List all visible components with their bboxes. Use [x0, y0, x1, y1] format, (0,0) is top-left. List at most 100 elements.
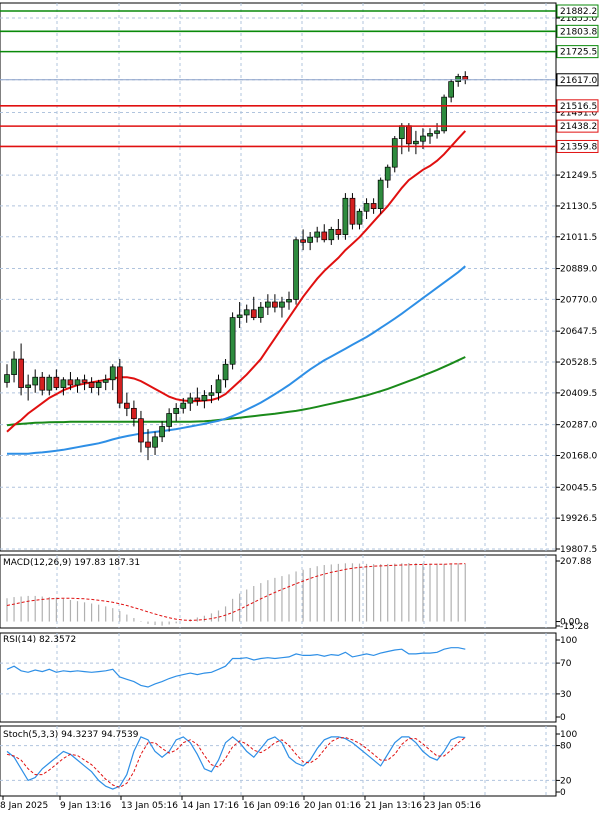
candle-bull [377, 179, 384, 209]
x-tick-label: 14 Jan 17:16 [182, 801, 239, 811]
candle-bear [123, 402, 130, 409]
price-tick-label: 20528.5 [560, 358, 597, 368]
candle-bull [441, 96, 447, 132]
support-level-tag [556, 139, 599, 153]
candle-bear [300, 239, 306, 243]
x-tick-label: 16 Jan 09:16 [243, 801, 300, 811]
candle-bear [272, 301, 278, 308]
candle-bear [194, 397, 201, 401]
macd-pane: 207.88 0.00-15.28 [0, 554, 592, 632]
candle-bull [102, 379, 109, 383]
resistance-level-label: 21803.8 [560, 27, 597, 37]
candle-bull [314, 231, 321, 238]
rsi-tick-label: 30 [560, 690, 572, 700]
candle-bull [25, 384, 31, 388]
support-level-label: 21438.2 [560, 122, 597, 132]
candle-bull [11, 358, 17, 375]
price-tick-label: 21491.0 [560, 108, 597, 118]
price-pane: 21855.0 21617.0 21491.0 21249.5 21130.5 21011… [0, 2, 599, 555]
candle-bull [74, 379, 81, 386]
candle-bear [88, 382, 95, 388]
candle-bull [208, 392, 215, 396]
candle-bear [321, 231, 328, 241]
resistance-level-tag [556, 45, 599, 59]
candle-bull [4, 374, 10, 383]
support-level-label: 21359.8 [560, 142, 597, 152]
candle-bear [18, 358, 24, 388]
macd-tick-label: 0.00 [560, 618, 580, 628]
candle-bull [286, 299, 292, 303]
price-tick-label: 20045.5 [560, 483, 597, 493]
candle-bear [145, 441, 151, 448]
rsi-pane: 100 70 30 0 [0, 632, 577, 723]
rsi-tick-label: 100 [560, 636, 577, 646]
candle-bull [342, 197, 349, 235]
rsi-tick-label: 70 [560, 659, 572, 669]
candle-bull [243, 309, 250, 316]
x-tick-label: 8 Jan 2025 [0, 801, 48, 811]
rsi-line [6, 647, 466, 688]
candle-bear [81, 379, 88, 383]
candle-bull [363, 203, 370, 212]
price-tick-label: 21130.5 [560, 202, 597, 212]
rsi-frame [0, 632, 557, 723]
ma-red-line [6, 130, 467, 433]
candle-bull [265, 301, 271, 308]
candle-bull [328, 229, 335, 241]
price-tick-label: 21249.5 [560, 171, 597, 181]
candle-bull [152, 436, 158, 448]
stoch-pane: 100 80 20 0 [0, 725, 577, 798]
price-tick-label: 20287.0 [560, 421, 597, 431]
candle-bear [67, 379, 74, 386]
candle-bull [434, 130, 440, 134]
candle-bull [279, 301, 285, 308]
rsi-tick-label: 0 [560, 713, 566, 723]
macd-tick-label: -15.28 [560, 622, 589, 632]
macd-signal-line [6, 563, 466, 621]
candle-bull [201, 395, 208, 401]
x-tick-label: 23 Jan 05:16 [424, 801, 481, 811]
resistance-level-label: 21725.5 [560, 48, 597, 58]
candle-bull [307, 236, 313, 243]
stoch-tick-label: 0 [560, 788, 566, 798]
candle-bull [391, 138, 398, 168]
x-tick-label: 20 Jan 01:16 [304, 801, 361, 811]
price-frame [0, 2, 557, 552]
candle-bull [166, 413, 172, 427]
ma-blue-line [7, 265, 466, 455]
price-tick-label: 20889.0 [560, 265, 597, 275]
candle-bear [250, 309, 257, 318]
stoch-d-line [6, 736, 466, 788]
candle-bull [159, 426, 165, 438]
candle-bear [462, 76, 469, 81]
price-tick-label: 20168.0 [560, 452, 597, 462]
candle-bull [32, 376, 39, 386]
candle-bear [370, 203, 377, 209]
candle-bear [335, 229, 342, 235]
price-tick-label: 20409.5 [560, 389, 597, 399]
macd-title: MACD(12,26,9) 197.83 187.31 [3, 558, 140, 568]
current-price-label: 21617.0 [560, 76, 597, 86]
candle-bull [222, 363, 229, 381]
candle-bull [257, 306, 264, 318]
candle-bull [448, 81, 454, 98]
price-tick-label: 20770.0 [560, 295, 597, 305]
candle-bull [60, 379, 67, 388]
candle-bear [131, 407, 137, 420]
candle-bear [349, 197, 356, 225]
macd-frame [0, 554, 557, 629]
ma-green-line [6, 356, 466, 427]
candle-bear [406, 125, 412, 145]
stoch-frame [0, 725, 557, 797]
candle-bull [46, 376, 53, 391]
support-level-tag [556, 99, 599, 113]
x-axis: 8 Jan 2025 9 Jan 13:16 13 Jan 05:16 14 Jan … [0, 796, 481, 811]
candle-bear [39, 376, 46, 391]
candle-bull [420, 135, 426, 142]
candle-bull [413, 140, 419, 145]
x-tick-label: 13 Jan 05:16 [121, 801, 178, 811]
resistance-level-tag [556, 4, 599, 18]
price-tick-label: 21855.0 [560, 14, 597, 24]
stoch-title: Stoch(5,3,3) 94.3237 94.7539 [3, 730, 139, 740]
